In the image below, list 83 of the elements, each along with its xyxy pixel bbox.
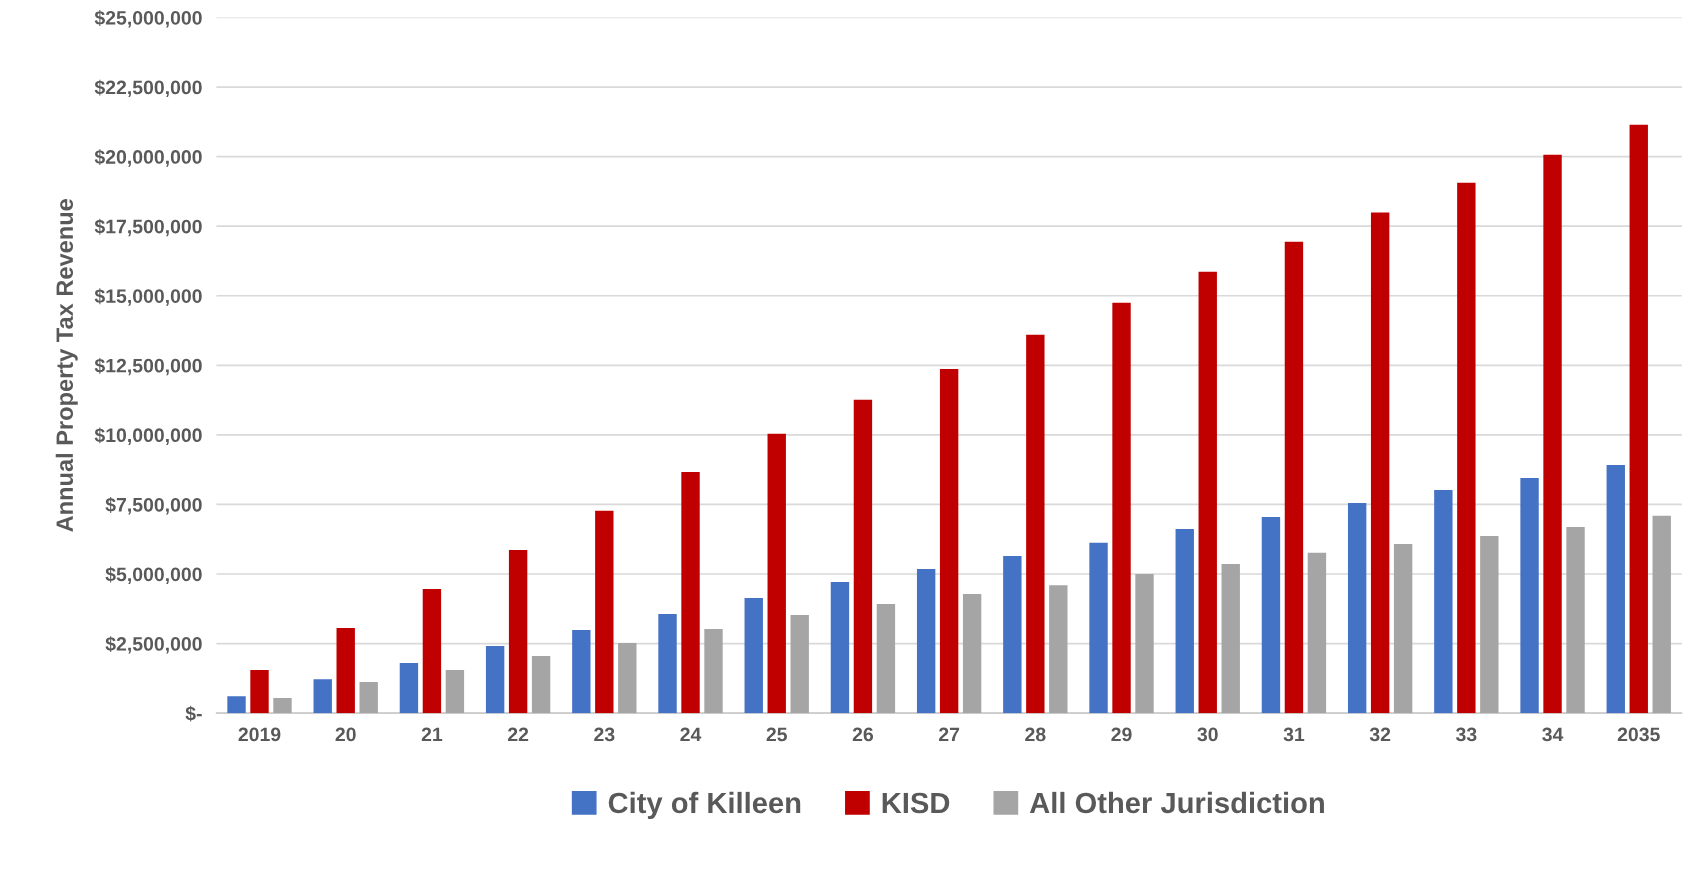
bar — [916, 568, 936, 714]
bar — [1026, 334, 1045, 714]
bar — [790, 614, 809, 714]
bar — [250, 670, 269, 714]
x-tick-label: 30 — [1197, 727, 1218, 742]
bar — [336, 627, 355, 714]
bar — [681, 471, 700, 714]
bar — [531, 656, 551, 714]
y-tick-label: $5,000,000 — [105, 566, 202, 585]
x-tick-label: 34 — [1542, 727, 1564, 742]
bar — [273, 698, 292, 714]
x-tick-label: 26 — [852, 727, 874, 742]
bar — [767, 433, 786, 714]
bar — [962, 594, 982, 714]
x-tick-label: 25 — [766, 727, 787, 742]
y-tick-label: $22,500,000 — [94, 79, 202, 98]
bar — [572, 629, 591, 714]
bar — [1347, 503, 1367, 714]
y-tick-label: $2,500,000 — [105, 636, 202, 654]
y-tick-label: $12,500,000 — [94, 357, 202, 376]
bar — [1175, 528, 1194, 714]
bar — [830, 582, 850, 714]
bar — [1135, 574, 1154, 714]
y-tick-label: $25,000,000 — [94, 10, 202, 28]
bar — [1629, 124, 1648, 714]
bar — [876, 604, 896, 714]
bar — [595, 510, 614, 714]
bar — [508, 550, 528, 714]
bar — [313, 679, 332, 714]
legend-label: KISD — [882, 792, 950, 814]
bar — [1434, 489, 1453, 714]
x-tick-label: 28 — [1025, 727, 1046, 742]
y-tick-label: $- — [185, 705, 202, 722]
legend-label: City of Killeen — [608, 791, 801, 820]
y-tick-label: $20,000,000 — [94, 149, 202, 167]
bar — [1520, 478, 1539, 714]
x-tick-label: 2019 — [238, 727, 281, 742]
y-axis-title: Annual Property Tax Revenue — [55, 199, 78, 532]
bar — [359, 681, 378, 714]
bar — [704, 629, 723, 714]
bar — [227, 696, 246, 714]
bar — [1003, 555, 1022, 714]
x-tick-label: 31 — [1283, 727, 1305, 742]
bar — [1198, 271, 1217, 714]
x-tick-label: 2035 — [1617, 727, 1660, 742]
x-tick-label: 33 — [1455, 727, 1477, 742]
x-tick-label: 22 — [507, 727, 529, 742]
bar — [1393, 543, 1413, 714]
x-tick-label: 24 — [680, 727, 702, 742]
bar — [1112, 302, 1131, 714]
bar — [445, 670, 465, 714]
bar — [1480, 535, 1499, 714]
bar — [399, 663, 419, 714]
y-tick-label: $10,000,000 — [94, 427, 202, 445]
bar — [422, 589, 442, 714]
x-tick-label: 32 — [1369, 727, 1391, 742]
legend-label: All Other Jurisdiction — [1029, 791, 1324, 814]
x-tick-label: 21 — [421, 727, 443, 742]
bar — [485, 646, 505, 714]
bar — [618, 643, 637, 714]
bar — [1652, 515, 1671, 714]
x-tick-label: 27 — [938, 727, 960, 742]
bar — [1566, 526, 1585, 714]
bar — [1457, 182, 1476, 714]
bar — [1221, 563, 1240, 714]
bar — [1089, 542, 1108, 714]
y-tick-label: $17,500,000 — [94, 218, 202, 237]
bar — [1606, 464, 1625, 714]
y-tick-label: $15,000,000 — [94, 288, 202, 306]
bar — [1284, 241, 1304, 714]
x-tick-label: 23 — [594, 727, 615, 742]
y-tick-label: $7,500,000 — [105, 497, 202, 515]
bar — [744, 597, 763, 714]
bar — [1543, 154, 1562, 714]
x-tick-label: 29 — [1111, 727, 1132, 742]
bar — [1049, 585, 1068, 714]
bar — [853, 399, 873, 714]
bar — [1261, 516, 1281, 714]
bar — [658, 614, 677, 714]
bar — [939, 368, 959, 714]
bar — [1370, 212, 1390, 714]
bar — [1307, 552, 1327, 714]
x-tick-label: 20 — [335, 727, 356, 742]
